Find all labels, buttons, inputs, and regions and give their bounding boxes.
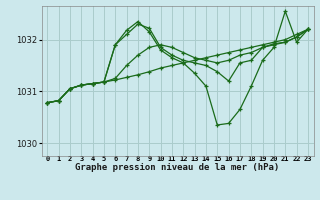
X-axis label: Graphe pression niveau de la mer (hPa): Graphe pression niveau de la mer (hPa) — [76, 163, 280, 172]
